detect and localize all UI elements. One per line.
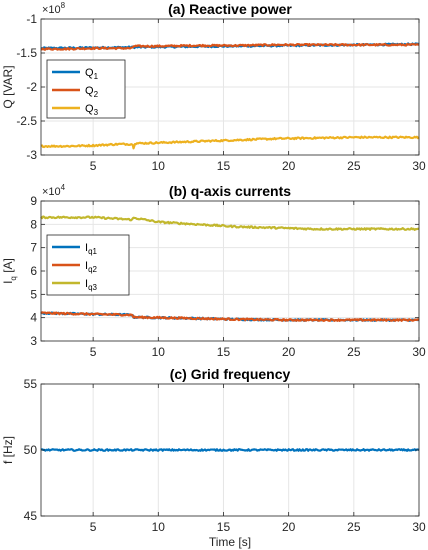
y-tick-label: -1 (26, 12, 37, 26)
legend-box (46, 234, 130, 296)
y-label-unit: [A] (1, 258, 15, 276)
legend-label-sub: 3 (94, 108, 99, 117)
chart-title: (c) Grid frequency (170, 366, 291, 382)
x-tick-label: 20 (282, 345, 296, 359)
y-axis-label: Iq [A] (1, 258, 18, 284)
exponent-power: 8 (61, 1, 66, 10)
legend-label-main: I (85, 242, 88, 254)
x-tick-label: 25 (347, 345, 361, 359)
y-tick-label: 4 (30, 311, 37, 325)
y-axis-label: Q [VAR] (1, 65, 15, 108)
series-group (40, 42, 420, 150)
legend-label-main: Q (85, 103, 94, 115)
y-exponent-label: ×108 (42, 1, 66, 16)
x-tick-label: 10 (152, 520, 166, 534)
y-label-main: I (1, 281, 15, 284)
legend-label-main: I (85, 278, 88, 290)
y-tick-label: 55 (24, 377, 38, 391)
series-line-2 (40, 311, 420, 322)
x-tick-label: 10 (152, 159, 166, 173)
y-tick-label: -3 (26, 148, 37, 162)
x-axis-label: Time [s] (209, 535, 251, 549)
y-tick-label: -2.5 (16, 114, 37, 128)
legend-label-sub: q2 (88, 265, 97, 274)
legend-entry: Q2 (85, 85, 99, 99)
legend-label-main: Q (85, 67, 94, 79)
x-tick-label: 25 (347, 159, 361, 173)
x-tick-label: 25 (347, 520, 361, 534)
y-axis-label: f [Hz] (1, 436, 15, 464)
x-tick-label: 10 (152, 345, 166, 359)
legend-entry: Iq1 (85, 242, 98, 256)
y-tick-label: 7 (30, 241, 37, 255)
x-tick-label: 15 (217, 159, 231, 173)
y-tick-label: 45 (24, 509, 38, 523)
x-tick-label: 5 (90, 520, 97, 534)
series-group (40, 448, 420, 452)
legend-label-main: Q (85, 85, 94, 97)
legend-entry: Iq2 (85, 260, 98, 274)
y-tick-label: 5 (30, 287, 37, 301)
series-line-3 (40, 215, 420, 231)
legend-label-sub: q1 (88, 247, 97, 256)
exponent-base: ×10 (42, 4, 61, 16)
chart-title: (a) Reactive power (168, 1, 292, 17)
x-tick-label: 20 (282, 520, 296, 534)
exponent-base: ×10 (42, 186, 61, 198)
x-tick-label: 15 (217, 345, 231, 359)
y-tick-label: 9 (30, 194, 37, 208)
y-tick-label: 50 (24, 443, 38, 457)
x-tick-label: 5 (90, 345, 97, 359)
x-tick-label: 30 (412, 159, 426, 173)
series-line-2 (40, 42, 420, 51)
y-tick-label: -2 (26, 80, 37, 94)
legend-entry: Q1 (85, 67, 99, 81)
chart-title: (b) q-axis currents (169, 183, 291, 199)
legend-label-sub: 2 (94, 90, 99, 99)
y-tick-label: -1.5 (16, 46, 37, 60)
legend-entry: Q3 (85, 103, 99, 117)
chart-panel-1: 5 10 15 20 25 30 -1 -1.5 -2 -2.5 -3 ×108 (a) Reactiv… (1, 1, 426, 173)
legend-label-sub: 1 (94, 72, 99, 81)
legend-label-main: I (85, 260, 88, 272)
x-tick-label: 20 (282, 159, 296, 173)
legend-entry: Iq3 (85, 278, 98, 292)
y-tick-label: 8 (30, 217, 37, 231)
y-tick-label: 6 (30, 264, 37, 278)
x-tick-label: 5 (90, 159, 97, 173)
y-exponent-label: ×104 (42, 183, 66, 198)
series-line-1 (40, 448, 420, 452)
x-tick-label: 15 (217, 520, 231, 534)
x-tick-label: 30 (412, 345, 426, 359)
x-tick-label: 30 (412, 520, 426, 534)
chart-panel-3: 5 10 15 20 25 30 45 50 55 (c) Grid frequency f [Hz… (1, 366, 426, 549)
y-label-sub: q (9, 276, 18, 280)
series-line-3 (40, 135, 420, 150)
exponent-power: 4 (61, 183, 66, 192)
series-group (40, 215, 420, 322)
y-tick-label: 3 (30, 334, 37, 348)
legend-label-sub: q3 (88, 283, 97, 292)
